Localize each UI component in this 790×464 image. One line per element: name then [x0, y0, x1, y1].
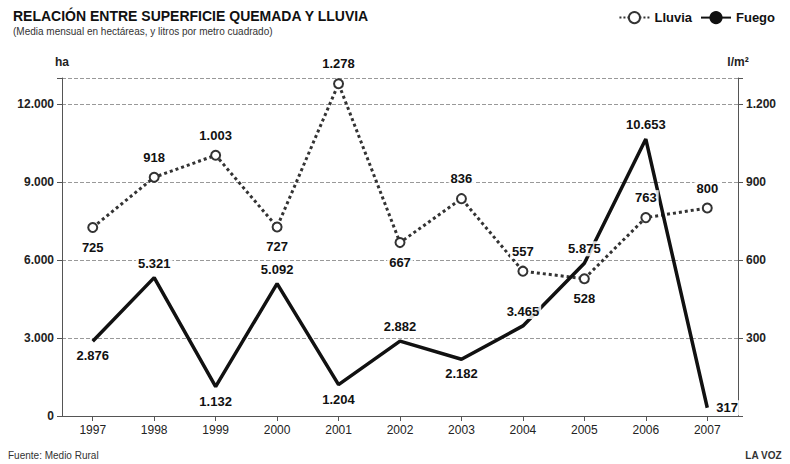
svg-text:2.882: 2.882: [384, 319, 417, 334]
svg-text:l/m²: l/m²: [727, 55, 748, 69]
svg-text:725: 725: [82, 240, 104, 255]
svg-text:2007: 2007: [694, 423, 721, 437]
svg-text:3.000: 3.000: [24, 331, 54, 345]
svg-text:1.132: 1.132: [199, 394, 232, 409]
svg-text:1.204: 1.204: [322, 392, 355, 407]
svg-text:RELACIÓN ENTRE SUPERFICIE QUEM: RELACIÓN ENTRE SUPERFICIE QUEMADA Y LLUV…: [13, 7, 368, 24]
svg-text:Fuente: Medio Rural: Fuente: Medio Rural: [8, 450, 99, 461]
svg-text:727: 727: [266, 239, 288, 254]
svg-text:317: 317: [716, 400, 738, 415]
svg-text:667: 667: [389, 255, 411, 270]
svg-text:1998: 1998: [141, 423, 168, 437]
svg-text:763: 763: [635, 190, 657, 205]
svg-text:5.875: 5.875: [568, 241, 601, 256]
svg-text:12.000: 12.000: [17, 97, 54, 111]
svg-text:LA VOZ: LA VOZ: [745, 450, 781, 461]
svg-text:900: 900: [746, 175, 766, 189]
svg-text:1.200: 1.200: [746, 97, 776, 111]
svg-text:6.000: 6.000: [24, 253, 54, 267]
svg-text:2006: 2006: [632, 423, 659, 437]
svg-text:2002: 2002: [387, 423, 414, 437]
svg-text:600: 600: [746, 253, 766, 267]
svg-text:918: 918: [143, 150, 165, 165]
svg-text:2004: 2004: [510, 423, 537, 437]
svg-text:2005: 2005: [571, 423, 598, 437]
svg-text:836: 836: [451, 171, 473, 186]
svg-text:3.465: 3.465: [507, 304, 540, 319]
svg-text:ha: ha: [55, 55, 69, 69]
svg-text:1.003: 1.003: [199, 128, 232, 143]
svg-text:2003: 2003: [448, 423, 475, 437]
svg-text:5.321: 5.321: [138, 256, 171, 271]
svg-text:1999: 1999: [202, 423, 229, 437]
svg-text:9.000: 9.000: [24, 175, 54, 189]
svg-text:528: 528: [574, 291, 596, 306]
svg-text:5.092: 5.092: [261, 262, 294, 277]
svg-text:(Media mensual en hectáreas, y: (Media mensual en hectáreas, y litros po…: [13, 26, 273, 37]
svg-text:2000: 2000: [264, 423, 291, 437]
svg-text:Lluvia: Lluvia: [654, 10, 692, 25]
svg-text:0: 0: [47, 409, 54, 423]
svg-text:2001: 2001: [325, 423, 352, 437]
svg-text:Fuego: Fuego: [736, 10, 775, 25]
svg-text:300: 300: [746, 331, 766, 345]
svg-text:2.876: 2.876: [76, 348, 109, 363]
svg-text:2.182: 2.182: [445, 366, 478, 381]
svg-text:1997: 1997: [79, 423, 106, 437]
svg-text:557: 557: [512, 244, 534, 259]
svg-text:1.278: 1.278: [322, 56, 355, 71]
svg-text:10.653: 10.653: [626, 117, 666, 132]
svg-text:800: 800: [696, 181, 718, 196]
